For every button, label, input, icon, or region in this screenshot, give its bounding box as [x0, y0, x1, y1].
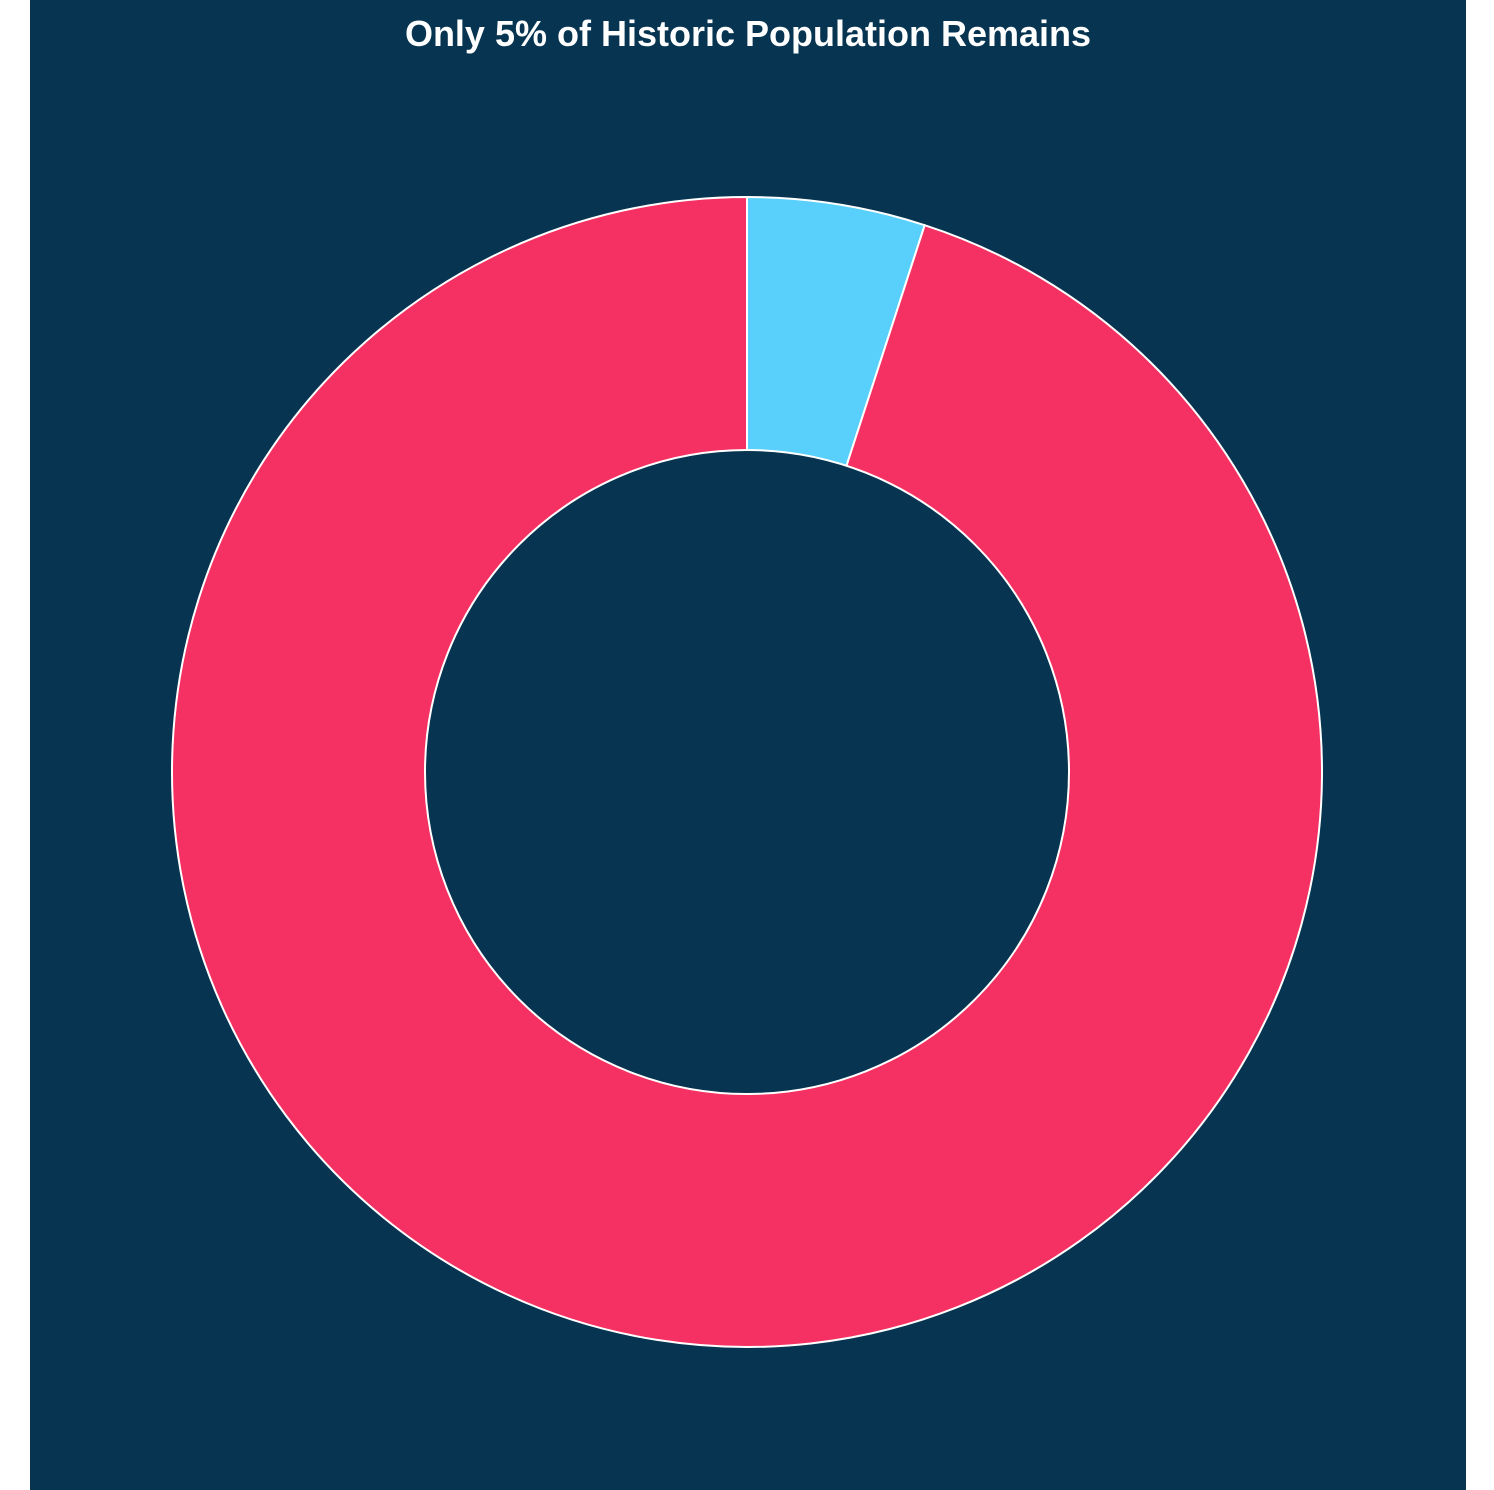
donut-slice-1 [171, 195, 1323, 1348]
donut-hole [424, 449, 1070, 1095]
chart-panel: Only 5% of Historic Population Remains [30, 0, 1466, 1490]
donut-chart: Only 5% of Historic Population Remains [30, 0, 1466, 1490]
chart-title: Only 5% of Historic Population Remains [405, 13, 1091, 54]
